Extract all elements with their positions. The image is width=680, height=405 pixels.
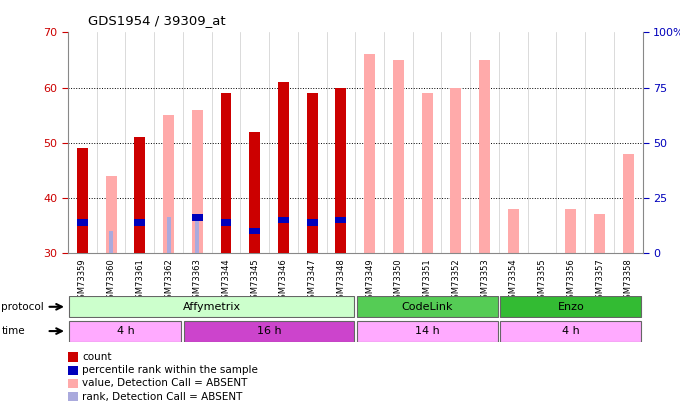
Bar — [368, 253, 372, 281]
Text: 4 h: 4 h — [116, 326, 135, 336]
Bar — [220, 220, 231, 226]
Bar — [109, 231, 113, 253]
Text: value, Detection Call = ABSENT: value, Detection Call = ABSENT — [82, 378, 248, 388]
Bar — [68, 352, 78, 362]
Bar — [565, 209, 576, 253]
Text: rank, Detection Call = ABSENT: rank, Detection Call = ABSENT — [82, 392, 243, 402]
Text: 4 h: 4 h — [562, 326, 579, 336]
Bar — [422, 93, 432, 253]
Bar — [135, 220, 146, 226]
Bar — [623, 154, 634, 253]
Text: Enzo: Enzo — [558, 302, 584, 312]
Bar — [568, 253, 573, 303]
Bar — [450, 87, 461, 253]
Bar — [250, 228, 260, 234]
Text: protocol: protocol — [1, 302, 44, 312]
Bar — [626, 253, 630, 303]
Bar — [598, 253, 602, 303]
Bar — [163, 115, 174, 253]
Bar — [278, 82, 289, 253]
Text: GDS1954 / 39309_at: GDS1954 / 39309_at — [88, 14, 226, 27]
Text: 14 h: 14 h — [415, 326, 439, 336]
Bar — [192, 110, 203, 253]
Bar — [68, 379, 78, 388]
Text: 16 h: 16 h — [257, 326, 282, 336]
Bar — [307, 220, 318, 226]
Text: Affymetrix: Affymetrix — [183, 302, 241, 312]
Bar — [483, 253, 487, 297]
Bar — [77, 148, 88, 253]
Bar — [511, 253, 515, 303]
Bar — [479, 60, 490, 253]
Text: count: count — [82, 352, 112, 362]
Bar — [192, 214, 203, 221]
FancyBboxPatch shape — [184, 321, 354, 341]
Bar — [68, 365, 78, 375]
Bar — [68, 392, 78, 401]
FancyBboxPatch shape — [357, 321, 498, 341]
Bar — [540, 253, 544, 330]
Bar — [195, 215, 199, 253]
Bar — [396, 253, 401, 281]
Text: CodeLink: CodeLink — [401, 302, 453, 312]
FancyBboxPatch shape — [69, 296, 354, 317]
Bar — [167, 217, 171, 253]
FancyBboxPatch shape — [69, 321, 182, 341]
Bar — [77, 220, 88, 226]
Bar — [393, 60, 404, 253]
Bar — [278, 217, 289, 223]
Bar — [594, 215, 605, 253]
Bar — [335, 217, 346, 223]
Bar — [454, 253, 458, 297]
Bar — [105, 176, 116, 253]
FancyBboxPatch shape — [500, 296, 641, 317]
FancyBboxPatch shape — [357, 296, 498, 317]
Bar — [135, 137, 146, 253]
Bar — [537, 253, 547, 308]
Bar — [250, 132, 260, 253]
Text: percentile rank within the sample: percentile rank within the sample — [82, 365, 258, 375]
Bar — [364, 54, 375, 253]
FancyBboxPatch shape — [500, 321, 641, 341]
Text: time: time — [1, 326, 25, 336]
Bar — [425, 253, 429, 303]
Bar — [307, 93, 318, 253]
Bar — [508, 209, 519, 253]
Bar — [220, 93, 231, 253]
Bar — [335, 87, 346, 253]
